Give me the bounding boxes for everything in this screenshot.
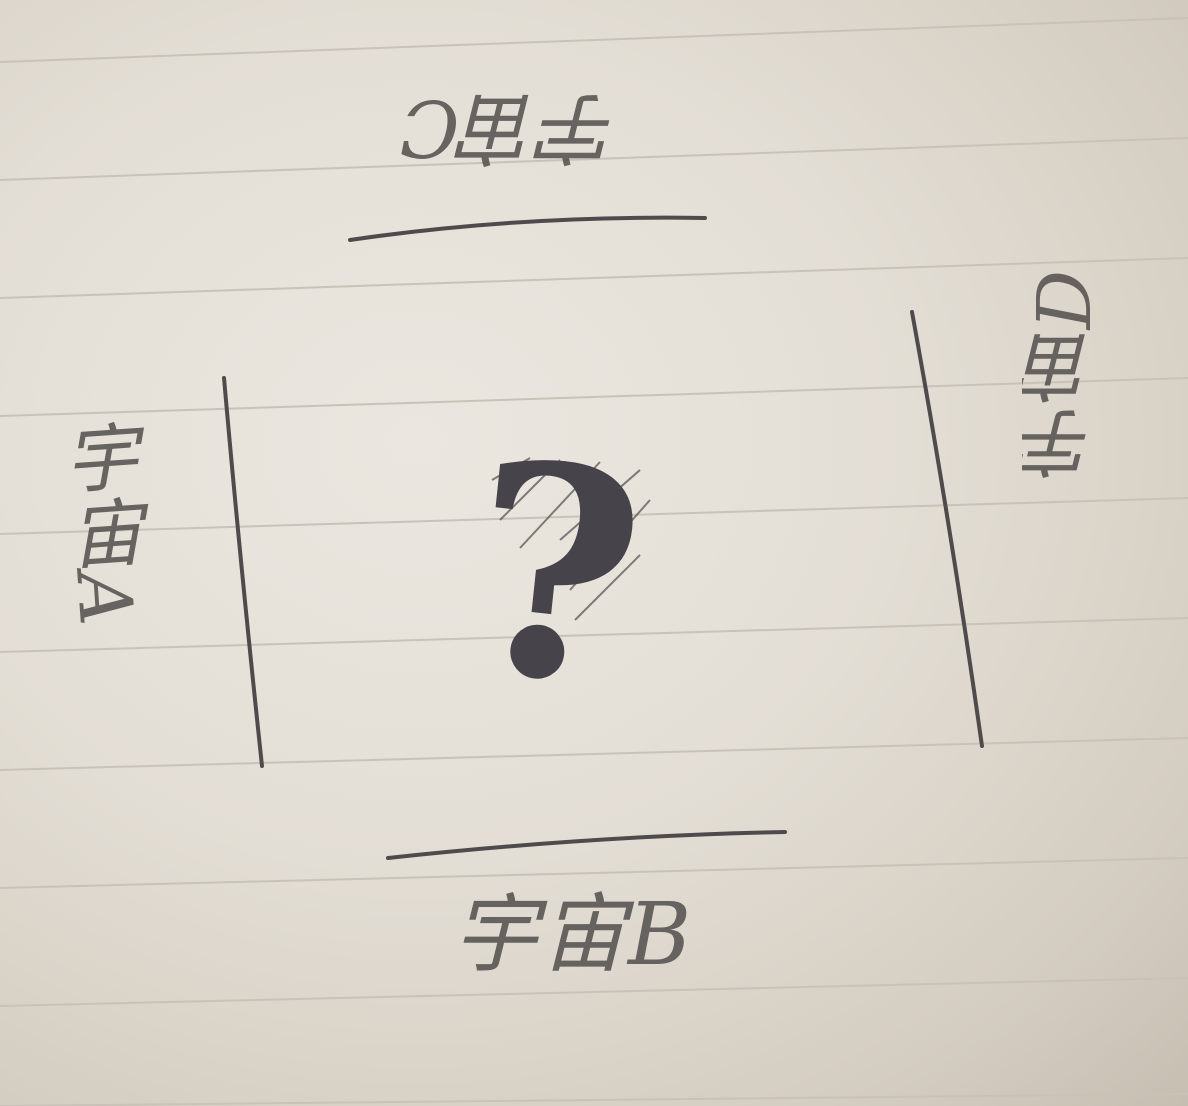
label-universe-b: 宇宙B — [452, 885, 694, 985]
rule-line — [0, 737, 1188, 771]
bottom-boundary-line — [386, 830, 787, 860]
label-universe-c: 宇宙C — [398, 82, 620, 172]
rule-line — [0, 497, 1188, 535]
rule-line — [0, 377, 1188, 417]
rule-line — [0, 1093, 1188, 1106]
rule-line — [0, 617, 1188, 653]
rule-line — [0, 977, 1188, 1007]
rule-line — [0, 137, 1188, 181]
left-boundary-line — [222, 376, 264, 768]
rule-line — [0, 17, 1188, 63]
top-boundary-line — [348, 215, 707, 242]
question-mark-hatching — [491, 457, 651, 621]
rule-line — [0, 857, 1188, 889]
label-universe-d: 宇宙D — [1022, 268, 1108, 482]
label-universe-a: 宇宙A — [48, 417, 150, 631]
question-mark: ? — [452, 397, 658, 753]
rule-line — [0, 257, 1188, 299]
right-boundary-line — [910, 310, 984, 748]
